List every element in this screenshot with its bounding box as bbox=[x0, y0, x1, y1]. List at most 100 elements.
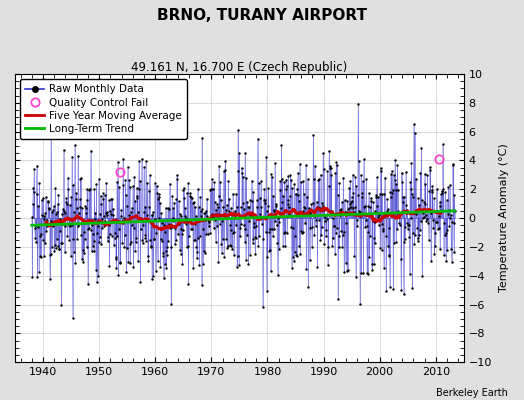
Point bbox=[313, 198, 321, 205]
Point bbox=[101, 192, 109, 198]
Point bbox=[156, 200, 164, 206]
Point bbox=[107, 211, 115, 217]
Point bbox=[236, 225, 245, 232]
Point bbox=[80, 250, 89, 256]
Point bbox=[203, 213, 211, 219]
Point bbox=[173, 231, 182, 237]
Point bbox=[74, 152, 82, 159]
Point bbox=[323, 168, 332, 174]
Point bbox=[372, 192, 380, 199]
Point bbox=[117, 206, 125, 213]
Point bbox=[421, 201, 429, 208]
Point bbox=[206, 230, 214, 236]
Point bbox=[370, 235, 378, 242]
Point bbox=[81, 205, 90, 211]
Point bbox=[343, 268, 351, 275]
Point bbox=[309, 200, 317, 206]
Point bbox=[422, 212, 430, 218]
Point bbox=[114, 159, 122, 166]
Point bbox=[96, 192, 105, 199]
Point bbox=[429, 225, 437, 232]
Point bbox=[280, 229, 289, 235]
Point bbox=[398, 199, 407, 205]
Point bbox=[380, 264, 388, 271]
Point bbox=[385, 224, 393, 231]
Point bbox=[440, 220, 449, 227]
Point bbox=[278, 199, 286, 206]
Point bbox=[50, 242, 59, 248]
Point bbox=[136, 178, 144, 184]
Point bbox=[425, 188, 433, 194]
Point bbox=[309, 132, 318, 138]
Point bbox=[427, 258, 435, 264]
Point bbox=[333, 162, 341, 168]
Point bbox=[298, 230, 306, 236]
Point bbox=[263, 208, 271, 214]
Point bbox=[343, 198, 352, 204]
Point bbox=[105, 263, 114, 269]
Point bbox=[80, 229, 88, 235]
Point bbox=[369, 199, 377, 206]
Point bbox=[43, 197, 52, 204]
Point bbox=[315, 217, 323, 224]
Point bbox=[286, 192, 294, 199]
Point bbox=[337, 228, 345, 234]
Point bbox=[355, 208, 363, 214]
Point bbox=[233, 253, 242, 260]
Point bbox=[209, 214, 217, 220]
Point bbox=[199, 261, 207, 267]
Point bbox=[64, 186, 72, 192]
Point bbox=[253, 197, 261, 204]
Point bbox=[149, 272, 158, 279]
Point bbox=[234, 127, 242, 133]
Point bbox=[152, 230, 160, 236]
Point bbox=[45, 205, 53, 212]
Point bbox=[448, 219, 456, 226]
Point bbox=[66, 223, 74, 229]
Point bbox=[47, 218, 56, 224]
Point bbox=[171, 225, 180, 232]
Point bbox=[220, 213, 228, 219]
Point bbox=[96, 211, 104, 217]
Point bbox=[159, 250, 167, 256]
Point bbox=[60, 249, 69, 255]
Point bbox=[48, 244, 56, 250]
Point bbox=[172, 176, 181, 182]
Point bbox=[130, 247, 139, 254]
Point bbox=[349, 190, 357, 196]
Point bbox=[261, 229, 270, 235]
Point bbox=[112, 265, 121, 271]
Point bbox=[358, 194, 366, 200]
Point bbox=[89, 231, 97, 238]
Point bbox=[140, 232, 149, 238]
Point bbox=[31, 222, 40, 228]
Point bbox=[48, 209, 57, 216]
Point bbox=[133, 184, 141, 191]
Point bbox=[430, 251, 439, 258]
Point bbox=[419, 199, 428, 206]
Point bbox=[114, 272, 123, 278]
Point bbox=[107, 196, 115, 202]
Point bbox=[302, 162, 310, 168]
Point bbox=[33, 191, 41, 197]
Point bbox=[306, 210, 314, 216]
Point bbox=[395, 220, 403, 226]
Point bbox=[125, 176, 133, 183]
Point bbox=[146, 237, 154, 243]
Point bbox=[128, 204, 136, 211]
Point bbox=[54, 191, 63, 198]
Point bbox=[295, 243, 303, 250]
Point bbox=[190, 199, 198, 205]
Point bbox=[181, 220, 190, 227]
Point bbox=[59, 221, 68, 227]
Point bbox=[45, 206, 53, 212]
Y-axis label: Temperature Anomaly (°C): Temperature Anomaly (°C) bbox=[499, 144, 509, 292]
Point bbox=[236, 233, 244, 240]
Point bbox=[95, 239, 103, 245]
Point bbox=[54, 242, 62, 249]
Point bbox=[182, 244, 191, 250]
Point bbox=[436, 202, 445, 209]
Point bbox=[444, 184, 453, 190]
Point bbox=[228, 246, 237, 252]
Point bbox=[254, 180, 263, 186]
